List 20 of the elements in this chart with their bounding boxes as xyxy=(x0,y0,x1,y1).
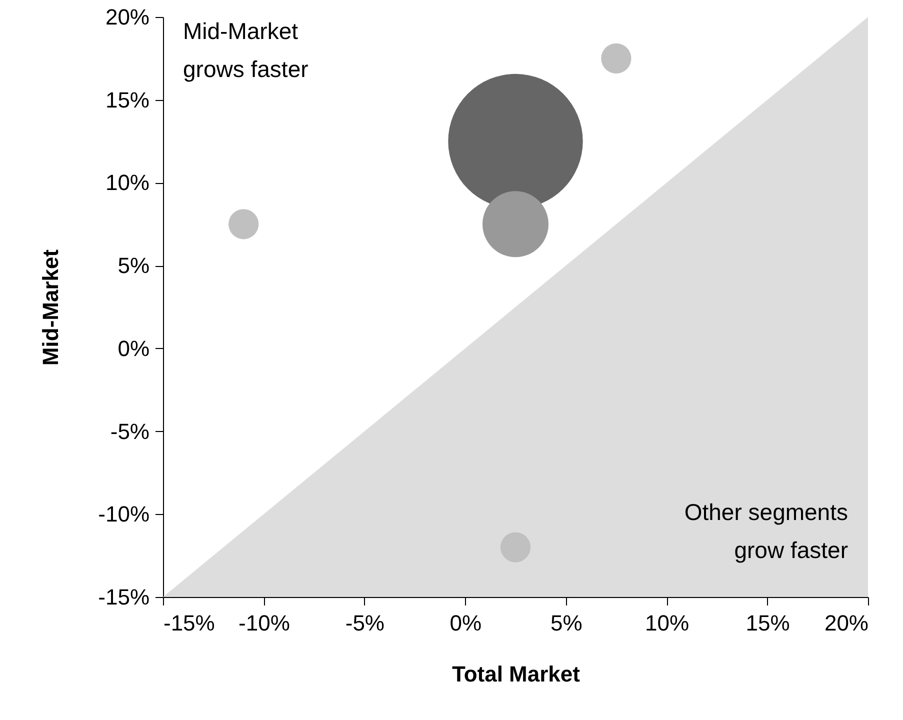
y-tick-label: 15% xyxy=(105,87,150,112)
x-tick-label: -15% xyxy=(164,610,215,636)
y-tick-label: 10% xyxy=(105,170,150,196)
x-axis-title: Total Market xyxy=(452,662,581,686)
x-tick-label: 15% xyxy=(746,610,790,636)
y-tick-label: 5% xyxy=(118,253,150,278)
y-tick-label: 0% xyxy=(118,336,150,361)
x-tick-label: 0% xyxy=(450,610,482,636)
y-tick-label: -5% xyxy=(110,418,150,444)
x-tick-label: 10% xyxy=(645,610,690,636)
y-axis-title: Mid-Market xyxy=(38,248,64,366)
x-tick-label: 20% xyxy=(824,610,868,636)
x-tick-label: 5% xyxy=(550,610,582,636)
y-tick-label: -15% xyxy=(98,584,150,610)
y-tick-label: -10% xyxy=(98,502,150,527)
annotation: Other segments grow faster xyxy=(684,499,848,563)
annotation: Mid-Market grows faster xyxy=(183,18,309,82)
y-tick-label: 20% xyxy=(105,4,150,30)
x-tick-label: -5% xyxy=(345,610,384,636)
x-tick-label: -10% xyxy=(238,610,290,636)
